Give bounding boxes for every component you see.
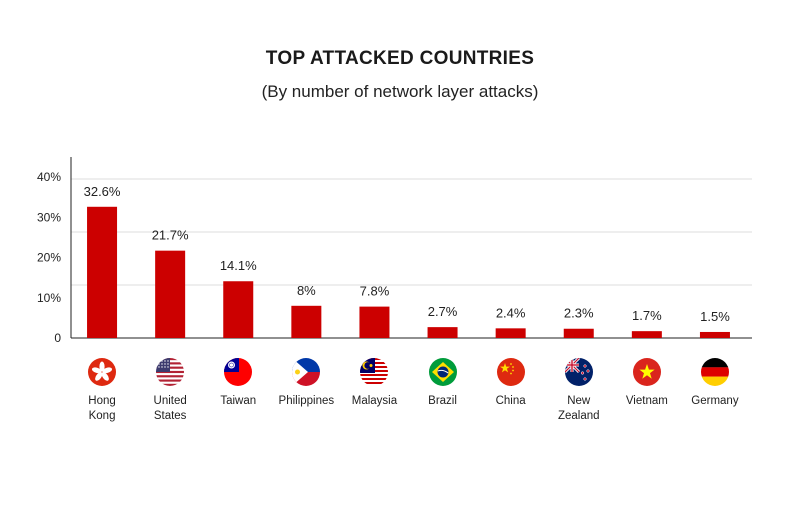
category-label-line: Taiwan [220,395,257,407]
category-label-1: United States [125,394,215,424]
bar-1 [155,250,186,338]
value-label-4: 7.8% [360,284,390,299]
value-label-8: 1.7% [632,308,662,323]
category-label-2: Taiwan [193,394,283,409]
value-label-0: 32.6% [84,184,121,199]
category-label-line: New [567,395,591,407]
bar-3 [291,305,322,338]
bar-5 [427,327,458,338]
malaysia-flag-icon [360,358,389,386]
category-label-line: Kong [88,410,116,422]
chart-title: TOP ATTACKED COUNTRIES [265,48,535,69]
category-label-line: China [495,395,526,407]
philippines-flag-icon [292,358,321,386]
china-flag-icon [496,358,525,386]
category-label-line: Brazil [428,395,457,407]
value-label-3: 8% [297,283,316,298]
bar-4 [359,306,390,338]
category-label-line: Malaysia [351,395,398,407]
category-label-8: Vietnam [602,394,692,409]
value-label-6: 2.4% [496,305,526,320]
bar-2 [223,281,254,338]
category-label-0: Hong Kong [57,394,147,424]
category-label-line: Philippines [278,395,335,407]
category-label-4: Malaysia [329,394,419,409]
bar-6 [495,328,526,338]
vietnam-flag-icon [632,358,661,386]
hong-kong-flag-icon [88,358,117,386]
category-label-line: Hong [88,395,116,407]
y-tick-label-0: 0 [54,331,61,345]
y-tick-label-2: 20% [37,251,61,265]
bar-0 [87,206,118,338]
brazil-flag-icon [428,358,457,386]
category-label-5: Brazil [398,394,488,409]
value-label-7: 2.3% [564,306,594,321]
category-label-line: States [153,410,187,422]
united-states-flag-icon [156,358,185,386]
category-label-7: New Zealand [534,394,624,424]
new-zealand-flag-icon [564,358,593,386]
germany-flag-icon [700,358,729,386]
category-label-3: Philippines [261,394,351,409]
bar-9 [699,331,730,338]
category-label-9: Germany [670,394,760,409]
value-label-1: 21.7% [152,228,189,243]
value-label-9: 1.5% [700,309,730,324]
category-label-line: United [153,395,187,407]
y-tick-label-1: 10% [37,291,61,305]
category-label-line: Vietnam [625,395,668,407]
y-tick-label-3: 30% [37,210,61,224]
y-tick-label-4: 40% [37,170,61,184]
category-label-line: Zealand [557,410,600,422]
chart-subtitle: (By number of network layer attacks) [261,82,539,101]
category-label-line: Germany [691,395,739,407]
category-label-6: China [466,394,556,409]
bar-8 [631,331,662,338]
value-label-2: 14.1% [220,258,257,273]
bar-7 [563,328,594,338]
taiwan-flag-icon [224,358,253,386]
value-label-5: 2.7% [428,304,458,319]
